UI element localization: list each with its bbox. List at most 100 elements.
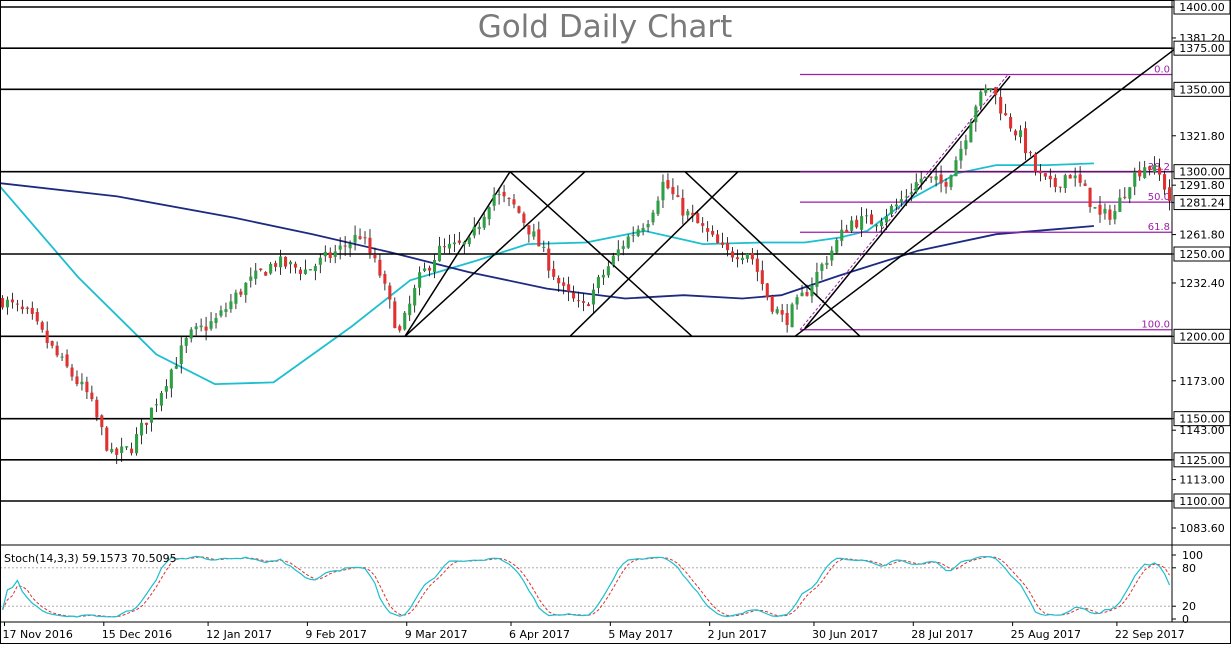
candle-body: [1048, 175, 1052, 180]
candle-body: [105, 427, 109, 451]
price-tick-label: 1375.00: [1179, 42, 1225, 55]
candle: [144, 422, 149, 434]
candle: [879, 217, 884, 233]
candle-body: [805, 292, 809, 296]
date-tick-label: 25 Aug 2017: [1011, 628, 1081, 641]
candle: [914, 173, 918, 194]
candle-body: [284, 256, 288, 267]
candle-body: [323, 251, 327, 257]
candle: [149, 407, 154, 432]
candle: [1073, 167, 1077, 187]
trendline-3: [509, 171, 693, 337]
candle-body: [358, 236, 362, 239]
candle-body: [865, 215, 869, 217]
candle-body: [641, 227, 645, 232]
date-tick-label: 6 Apr 2017: [509, 628, 570, 641]
candle: [552, 260, 556, 281]
candle-body: [462, 241, 466, 245]
candle-body: [144, 422, 149, 425]
price-label-box: [1173, 411, 1231, 427]
price-tick-label: 1321.80: [1179, 130, 1225, 143]
candle-body: [318, 257, 322, 265]
candle: [115, 447, 119, 465]
chart-title: Gold Daily Chart: [478, 9, 733, 45]
candle: [770, 294, 774, 315]
candle-body: [989, 88, 993, 91]
candle-body: [770, 295, 774, 312]
candle-body: [378, 259, 382, 276]
candle: [462, 240, 466, 254]
candle-body: [373, 254, 377, 259]
candle-body: [1148, 166, 1152, 170]
candle: [30, 301, 34, 320]
candle-body: [701, 223, 705, 226]
price-label-box: [1173, 40, 1231, 56]
candle: [820, 262, 824, 280]
candle: [785, 303, 789, 333]
price-label-box: [1173, 0, 1231, 15]
candle-body: [388, 285, 392, 300]
candle-body: [800, 292, 804, 297]
candle: [1038, 164, 1042, 182]
candle: [65, 349, 69, 369]
candle-body: [10, 299, 14, 303]
candle-body: [616, 249, 620, 256]
candle: [125, 446, 129, 451]
candle-body: [1167, 187, 1172, 201]
price-tick-label: 1113.00: [1179, 474, 1225, 487]
candle: [1014, 129, 1018, 141]
candle: [646, 220, 650, 232]
candle: [1053, 174, 1057, 193]
candle-body: [810, 285, 814, 297]
candle: [487, 206, 491, 226]
candle-body: [130, 448, 134, 454]
candle-body: [1098, 204, 1102, 215]
candle: [1078, 166, 1082, 187]
candle-body: [403, 312, 407, 330]
trendline-4: [569, 171, 739, 337]
candle-body: [65, 354, 69, 367]
candle-body: [353, 234, 357, 243]
candle-body: [239, 291, 243, 295]
candle-body: [1078, 174, 1082, 183]
candle-body: [537, 229, 541, 247]
candle-body: [730, 251, 735, 258]
candle: [537, 221, 541, 247]
candle-body: [418, 272, 422, 288]
candle: [1043, 173, 1047, 181]
candle: [368, 229, 372, 259]
candle-body: [1138, 170, 1142, 177]
candle-body: [711, 230, 715, 235]
candle: [274, 260, 278, 272]
candle: [432, 253, 437, 279]
candle: [353, 225, 357, 251]
candle: [577, 291, 581, 308]
candle: [949, 174, 953, 191]
candle-body: [447, 243, 451, 249]
candle: [795, 294, 799, 310]
candle: [1093, 207, 1097, 209]
candle-body: [95, 399, 99, 418]
candle-body: [825, 262, 829, 265]
candle-body: [179, 345, 183, 365]
candle: [189, 327, 193, 343]
candle: [800, 284, 804, 297]
candle-body: [457, 240, 461, 243]
candle: [0, 295, 5, 310]
candle: [894, 198, 898, 211]
trendline-1: [404, 171, 511, 337]
candle: [60, 352, 64, 361]
candle: [1028, 150, 1033, 157]
candle: [323, 245, 327, 262]
date-tick-label: 28 Jul 2017: [911, 628, 973, 641]
candle-body: [204, 326, 208, 331]
candle: [1123, 187, 1127, 200]
candle-body: [527, 225, 531, 235]
candle-body: [507, 197, 511, 199]
candle-body: [775, 309, 779, 314]
candle-body: [944, 182, 948, 187]
candle-body: [313, 266, 317, 272]
candle-body: [264, 272, 268, 276]
candle-body: [830, 250, 834, 261]
